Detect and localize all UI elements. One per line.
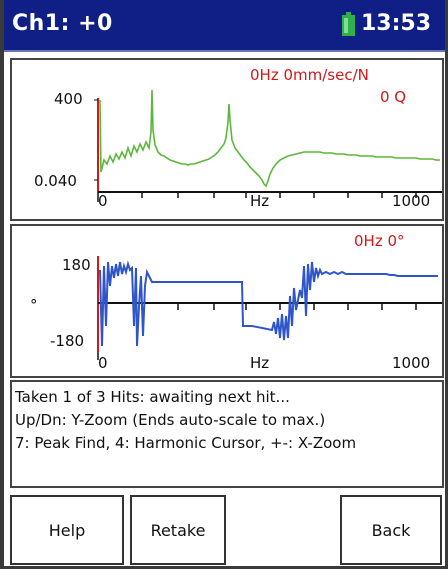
battery-icon — [342, 12, 355, 36]
x-axis-max-label: 1000 — [392, 192, 431, 210]
status-message-box: Taken 1 of 3 Hits: awaiting next hit... … — [10, 380, 444, 488]
window-border-bottom — [0, 566, 448, 569]
status-message-line: 7: Peak Find, 4: Harmonic Cursor, +-: X-… — [15, 434, 357, 452]
spectrum-trace — [99, 89, 440, 188]
phase-y-min-label: -180 — [50, 332, 85, 350]
phase-y-max-label: 180 — [62, 256, 91, 274]
spectrum-readout: 0Hz 0mm/sec/N — [250, 66, 369, 84]
x-axis-min-label: 0 — [98, 192, 108, 210]
window-border-right — [445, 0, 448, 569]
phase-x-max-label: 1000 — [392, 354, 431, 372]
spectrum-plot-area — [94, 89, 442, 202]
phase-x-unit-label: Hz — [250, 354, 270, 372]
retake-button[interactable]: Retake — [130, 495, 226, 565]
back-button[interactable]: Back — [340, 495, 442, 565]
phase-trace — [99, 260, 438, 347]
phase-x-min-label: 0 — [98, 354, 108, 372]
spectrum-q-readout: 0 Q — [380, 88, 407, 106]
y-axis-min-label: 0.040 — [34, 172, 77, 190]
phase-plot-area — [97, 256, 442, 360]
spectrum-plot[interactable]: 0Hz 0mm/sec/N 0 Q 400 0.040 0 Hz 1000 — [10, 58, 444, 221]
clock: 13:53 — [361, 11, 432, 36]
phase-plot[interactable]: 0Hz 0° 180 ° -180 0 Hz 1000 — [10, 224, 444, 378]
status-message-line: Taken 1 of 3 Hits: awaiting next hit... — [15, 388, 290, 406]
y-axis-max-label: 400 — [54, 90, 83, 108]
channel-title: Ch1: +0 — [12, 11, 113, 36]
x-axis-unit-label: Hz — [250, 192, 270, 210]
status-message-line: Up/Dn: Y-Zoom (Ends auto-scale to max.) — [15, 411, 326, 429]
title-bar: Ch1: +0 13:53 — [4, 0, 445, 52]
help-button[interactable]: Help — [10, 495, 124, 565]
phase-y-unit-label: ° — [30, 296, 38, 314]
phase-readout: 0Hz 0° — [354, 232, 405, 250]
window-border-left — [0, 0, 4, 569]
